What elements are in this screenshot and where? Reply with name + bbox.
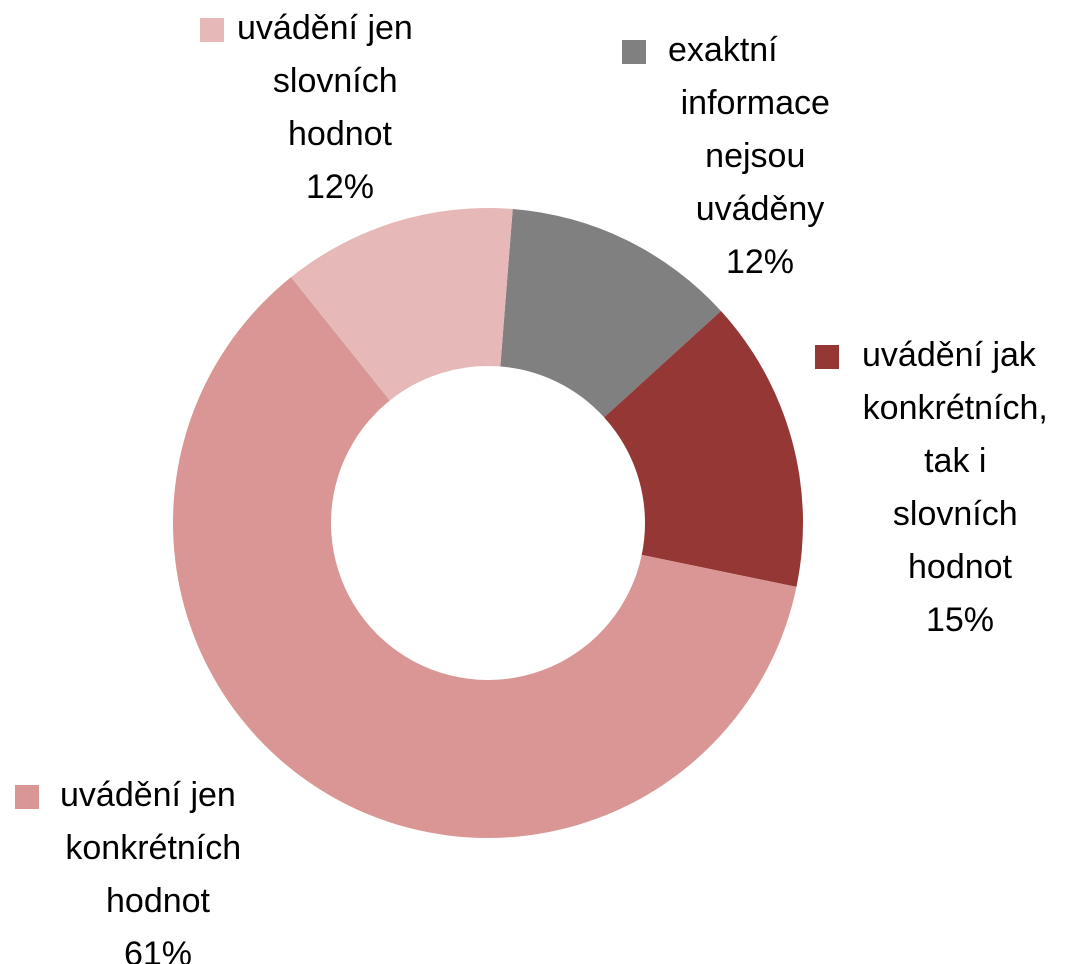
label-line: uváděny <box>696 190 825 228</box>
legend-marker <box>815 345 839 369</box>
label-line: slovních <box>893 495 1027 533</box>
label-line: uvádění jen <box>60 776 245 814</box>
legend-marker <box>622 40 646 64</box>
label-line: informace <box>681 84 840 122</box>
slice-value-label: 61% <box>124 935 192 964</box>
label-line: uvádění jen <box>237 9 422 47</box>
label-line: hodnot <box>288 115 393 153</box>
slice-label: exaktní informace nejsou uváděny <box>668 31 839 228</box>
legend-marker <box>200 18 224 42</box>
slice-label: uvádění jen konkrétních hodnot <box>60 776 251 920</box>
slice-value-label: 12% <box>726 243 794 281</box>
slice-value-label: 15% <box>926 601 994 639</box>
donut-slice <box>500 208 721 418</box>
slice-label: uvádění jak konkrétních, tak i slovních … <box>862 336 1057 586</box>
legend-marker <box>15 785 39 809</box>
donut-slice <box>604 311 803 587</box>
label-line: hodnot <box>908 548 1013 586</box>
label-line: konkrétních <box>65 829 250 867</box>
donut-slice <box>291 208 513 401</box>
label-line: uvádění jak <box>862 336 1045 374</box>
slice-value-label: 12% <box>306 168 374 206</box>
label-line: nejsou <box>705 137 815 175</box>
label-line: tak i <box>924 442 996 480</box>
donut-slice <box>173 277 797 838</box>
label-line: hodnot <box>106 882 211 920</box>
label-line: slovních <box>273 62 407 100</box>
slice-label: uvádění jen slovních hodnot <box>237 9 422 153</box>
label-line: konkrétních, <box>863 389 1058 427</box>
label-line: exaktní <box>668 31 787 69</box>
